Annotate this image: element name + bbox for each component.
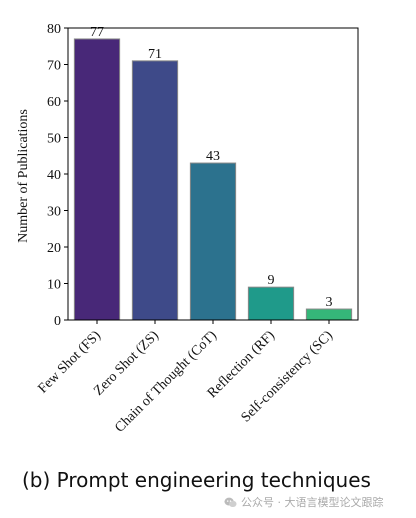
y-tick-label: 30 xyxy=(47,205,61,220)
y-tick-label: 10 xyxy=(47,278,61,293)
data-label: 3 xyxy=(326,295,333,310)
bar xyxy=(73,38,121,321)
y-tick-label: 0 xyxy=(54,314,61,329)
y-tick-label: 20 xyxy=(47,241,61,256)
data-label: 77 xyxy=(90,25,104,40)
data-label: 9 xyxy=(268,273,275,288)
figure-caption: (b) Prompt engineering techniques xyxy=(22,468,371,492)
wechat-icon xyxy=(224,497,237,507)
bar xyxy=(131,60,179,321)
y-tick-label: 50 xyxy=(47,132,61,147)
x-tick-label: Chain of Thought (CoT) xyxy=(112,328,220,436)
data-label: 43 xyxy=(206,149,220,164)
bar xyxy=(189,162,237,321)
bar xyxy=(247,286,295,321)
bar xyxy=(305,308,353,321)
data-label: 71 xyxy=(148,47,162,62)
y-tick-label: 40 xyxy=(47,168,61,183)
y-tick-label: 70 xyxy=(47,59,61,74)
y-axis-label: Number of Publications xyxy=(16,109,31,243)
y-tick-label: 80 xyxy=(47,22,61,37)
watermark: 公众号 · 大语言模型论文跟踪 xyxy=(224,494,384,510)
watermark-text: 公众号 · 大语言模型论文跟踪 xyxy=(241,496,384,509)
y-tick-label: 60 xyxy=(47,95,61,110)
